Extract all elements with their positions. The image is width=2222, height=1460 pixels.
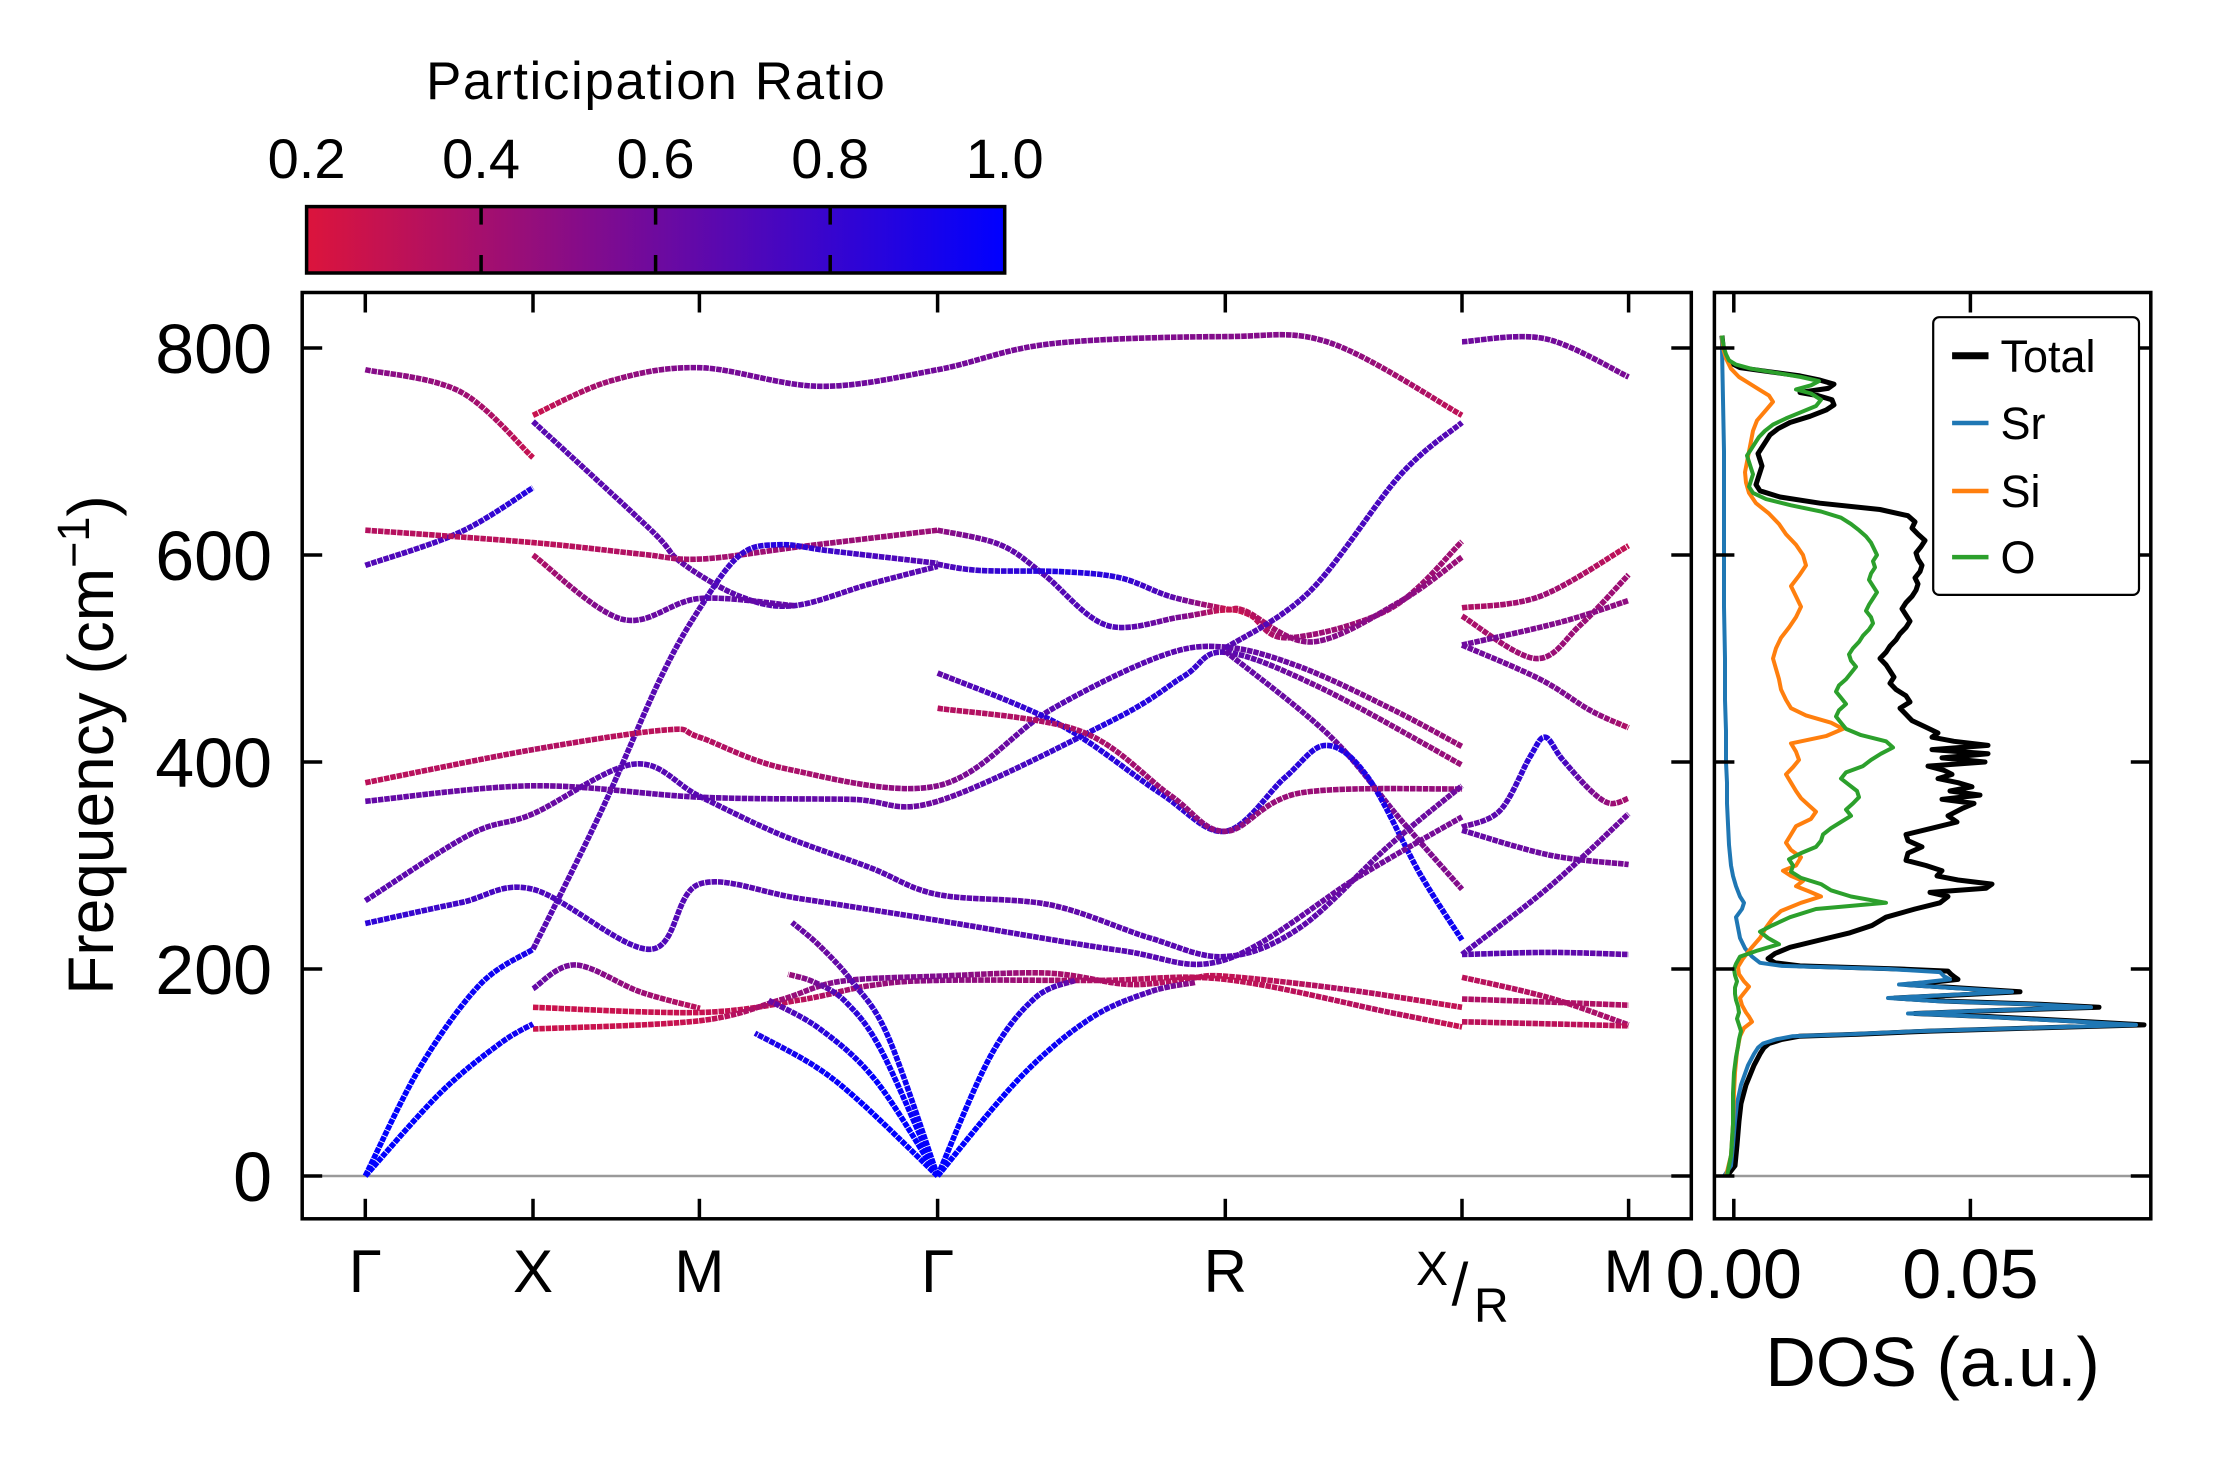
svg-text:/: /: [1452, 1251, 1469, 1318]
svg-text:X: X: [1416, 1243, 1448, 1296]
svg-text:0.8: 0.8: [791, 127, 869, 190]
svg-text:Γ: Γ: [921, 1238, 954, 1305]
svg-text:0.2: 0.2: [268, 127, 346, 190]
svg-text:Si: Si: [2001, 466, 2041, 517]
svg-text:R: R: [1204, 1238, 1247, 1305]
svg-text:0.4: 0.4: [442, 127, 520, 190]
svg-text:M: M: [674, 1238, 724, 1305]
svg-text:400: 400: [155, 724, 272, 802]
svg-text:Sr: Sr: [2001, 398, 2046, 449]
svg-text:1.0: 1.0: [966, 127, 1044, 190]
svg-text:Γ: Γ: [349, 1238, 382, 1305]
svg-text:O: O: [2001, 532, 2036, 583]
svg-text:R: R: [1474, 1280, 1509, 1333]
svg-text:Frequency (cm−1): Frequency (cm−1): [48, 495, 127, 994]
svg-text:200: 200: [155, 931, 272, 1009]
svg-text:600: 600: [155, 517, 272, 595]
svg-text:800: 800: [155, 310, 272, 388]
svg-text:0.6: 0.6: [617, 127, 695, 190]
svg-text:Participation Ratio: Participation Ratio: [426, 52, 887, 111]
svg-text:M: M: [1604, 1238, 1654, 1305]
svg-text:0: 0: [233, 1138, 272, 1216]
svg-text:X: X: [513, 1238, 553, 1305]
svg-text:0.00: 0.00: [1666, 1235, 1802, 1313]
svg-text:DOS (a.u.): DOS (a.u.): [1765, 1323, 2100, 1401]
svg-text:0.05: 0.05: [1902, 1235, 2038, 1313]
svg-text:Total: Total: [2001, 331, 2096, 382]
